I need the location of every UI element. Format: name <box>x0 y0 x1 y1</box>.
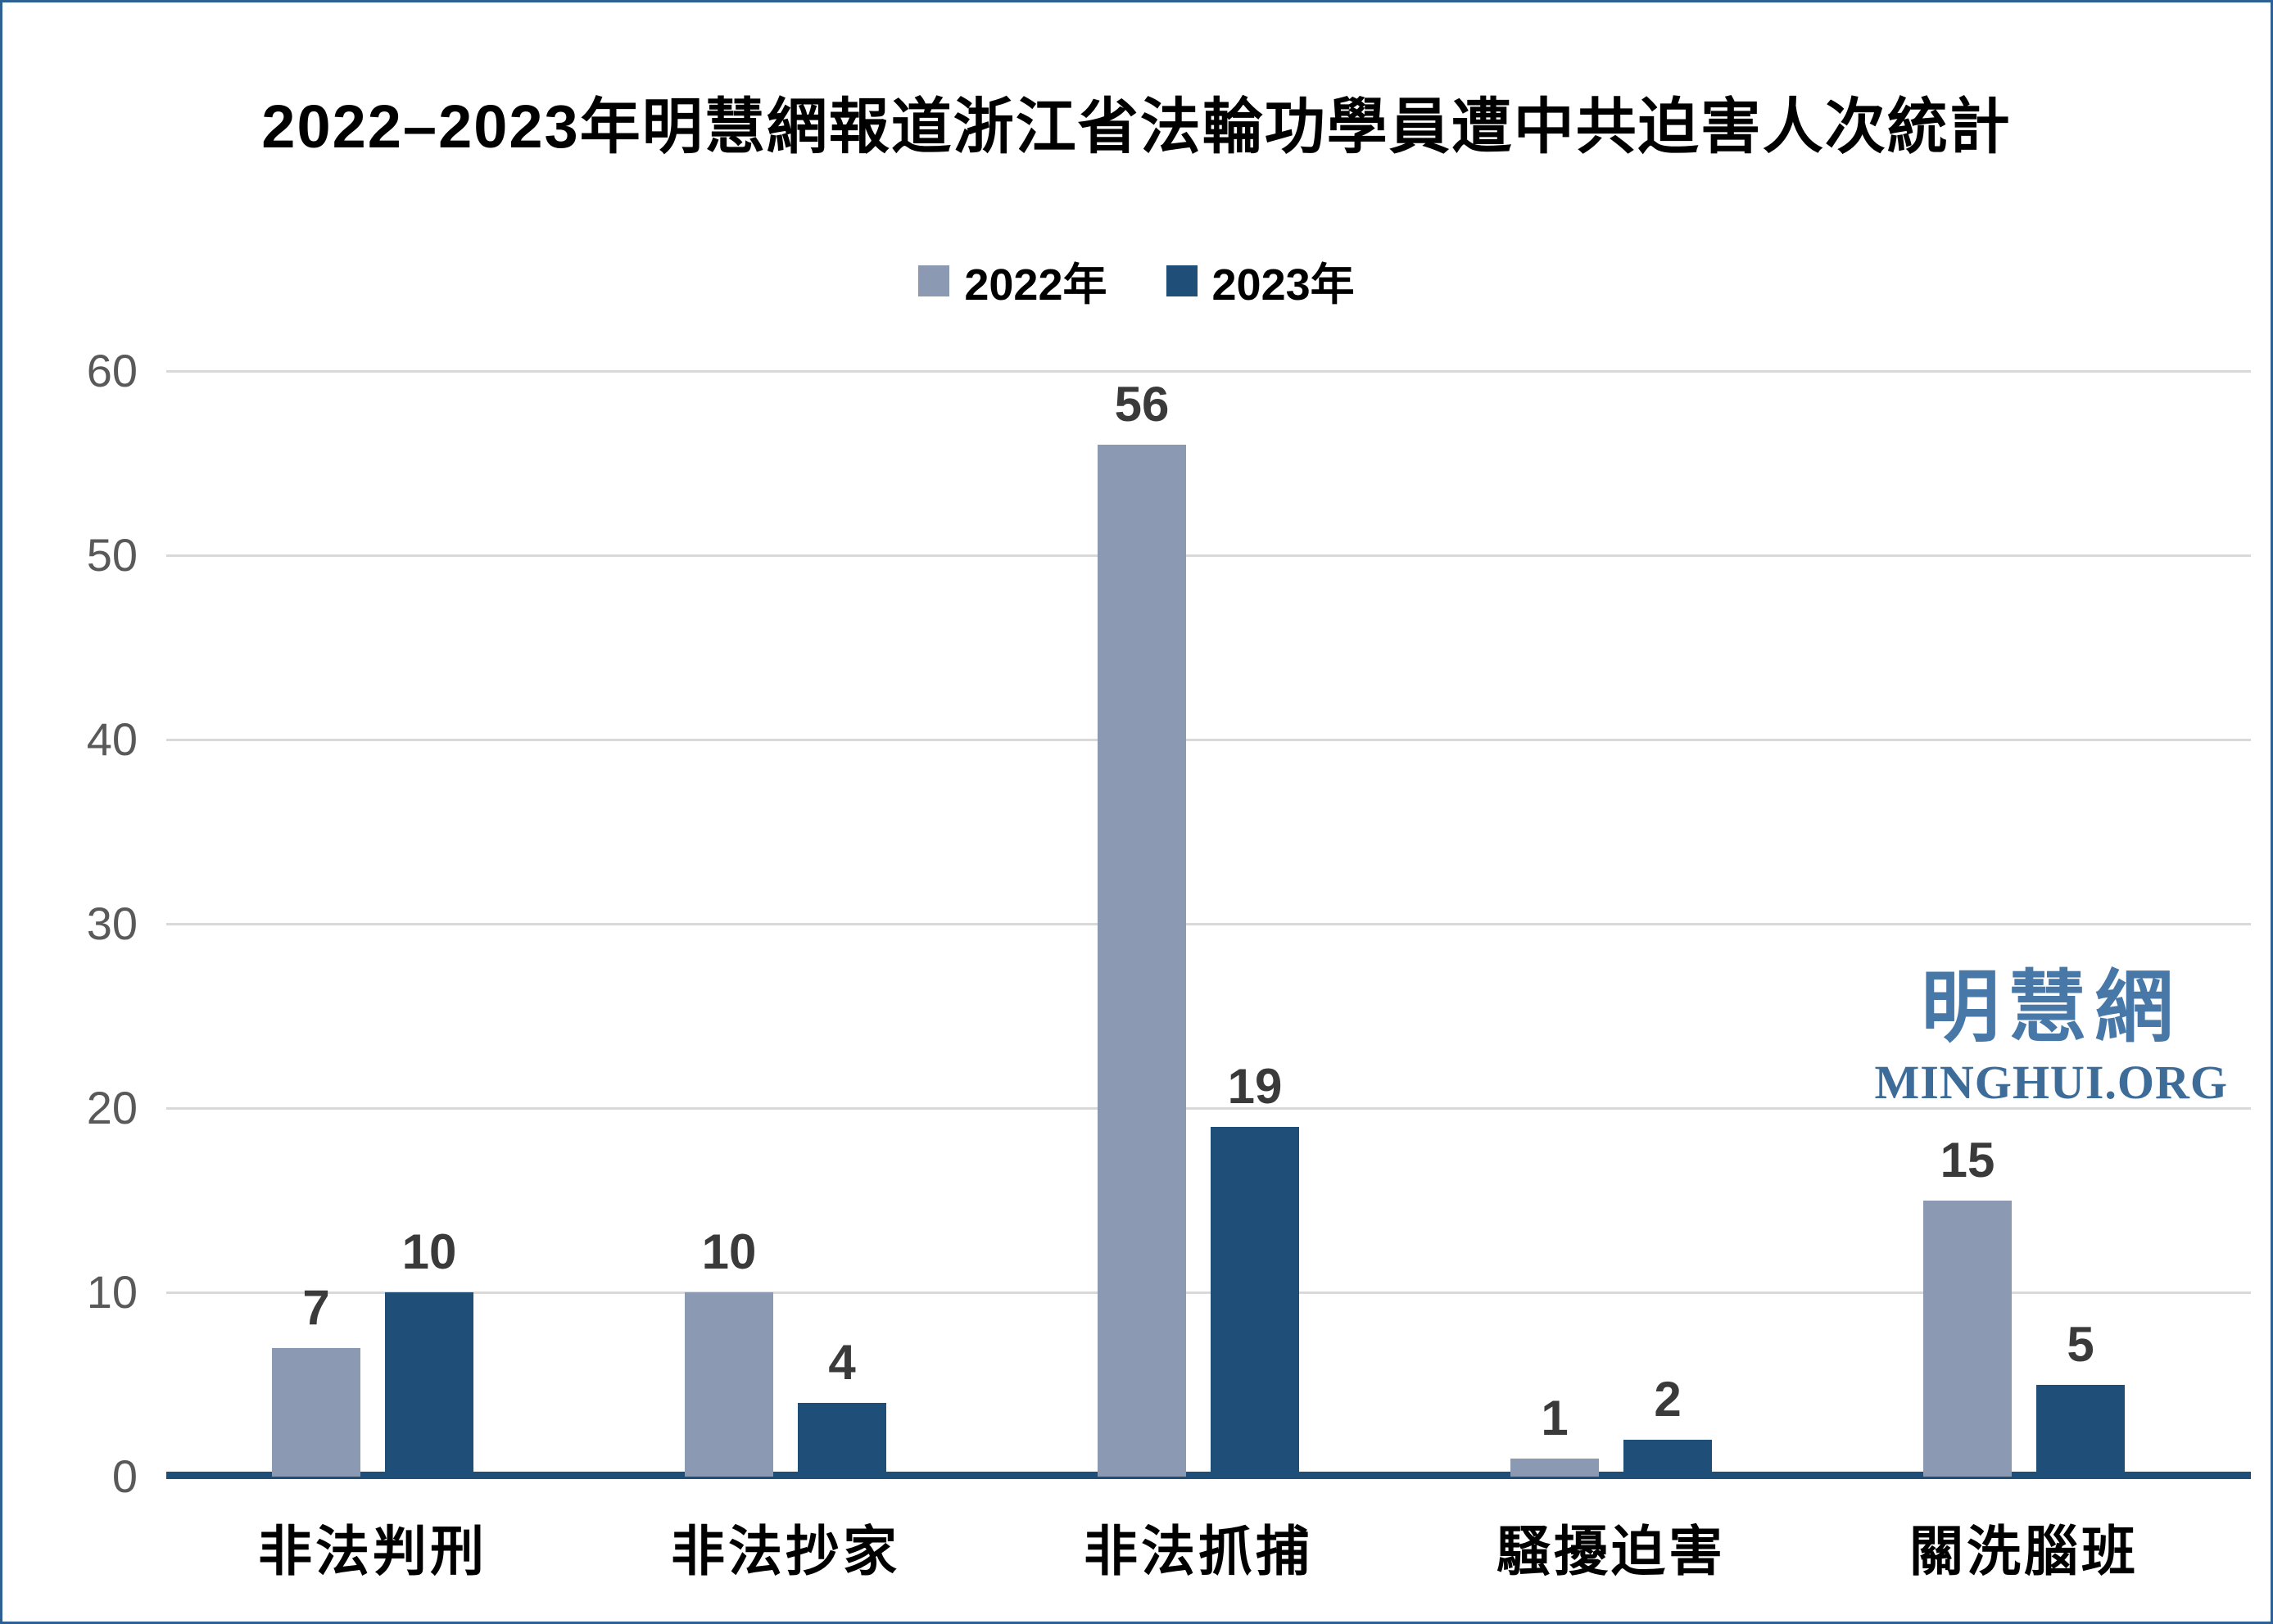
legend-swatch <box>918 265 950 296</box>
bar-2022年-非法判刑: 7 <box>272 1280 360 1477</box>
minghui-watermark: 明慧網 MINGHUI.ORG <box>1874 964 2229 1110</box>
bar-rect <box>1098 445 1186 1477</box>
legend-item-2022年: 2022年 <box>918 248 1107 313</box>
bar-value-label: 4 <box>828 1335 856 1390</box>
bar-value-label: 15 <box>1940 1132 1995 1187</box>
y-tick-label-60: 60 <box>86 345 138 396</box>
bar-rect <box>1211 1126 1299 1477</box>
bar-2022年-非法抓捕: 56 <box>1098 377 1186 1477</box>
category-label-非法抄家: 非法抄家 <box>671 1521 900 1581</box>
bar-2023年-關洗腦班: 5 <box>2036 1317 2125 1477</box>
legend-label: 2023年 <box>1211 260 1355 310</box>
bar-2022年-關洗腦班: 15 <box>1923 1133 2012 1477</box>
bar-value-label: 1 <box>1541 1390 1569 1445</box>
legend: 2022年 2023年 <box>2 248 2271 313</box>
bar-value-label: 7 <box>302 1279 330 1335</box>
chart-title: 2022–2023年明慧網報道浙江省法輪功學員遭中共迫害人次統計 <box>261 93 2012 161</box>
gridline-20 <box>166 1107 2251 1110</box>
bar-group-非法抄家: 10 4 <box>579 371 992 1477</box>
bar-2022年-騷擾迫害: 1 <box>1510 1391 1599 1477</box>
legend-label: 2022年 <box>964 260 1107 310</box>
watermark-cjk-text: 明慧網 <box>1921 964 2182 1052</box>
bar-value-label: 5 <box>2067 1316 2094 1372</box>
category-label-關洗腦班: 關洗腦班 <box>1909 1521 2139 1581</box>
bar-rect <box>272 1347 360 1477</box>
y-tick-label-30: 30 <box>86 898 138 949</box>
y-tick-label-50: 50 <box>86 529 138 581</box>
bar-rect <box>1923 1200 2012 1477</box>
category-label-騷擾迫害: 騷擾迫害 <box>1496 1521 1726 1581</box>
bar-rect <box>385 1292 473 1477</box>
bar-rect <box>798 1403 886 1477</box>
bar-value-label: 19 <box>1227 1058 1283 1114</box>
gridline-40 <box>166 739 2251 741</box>
bar-2023年-非法抄家: 4 <box>798 1335 886 1477</box>
bar-2023年-非法判刑: 10 <box>385 1224 473 1477</box>
y-tick-label-10: 10 <box>86 1266 138 1318</box>
bar-2023年-騷擾迫害: 2 <box>1623 1372 1712 1477</box>
bar-value-label: 10 <box>401 1224 457 1279</box>
bar-value-label: 2 <box>1654 1372 1682 1427</box>
y-tick-label-40: 40 <box>86 713 138 765</box>
bar-group-關洗腦班: 15 5 <box>1818 371 2230 1477</box>
bar-rect <box>1510 1458 1599 1477</box>
x-axis-category-labels: 非法判刑 非法抄家 非法抓捕 騷擾迫害 關洗腦班 <box>166 1508 2230 1586</box>
watermark-latin-text: MINGHUI.ORG <box>1874 1055 2228 1109</box>
legend-swatch <box>1166 265 1198 296</box>
gridline-30 <box>166 923 2251 925</box>
legend-item-2023年: 2023年 <box>1166 248 1355 313</box>
bar-rect <box>685 1292 773 1477</box>
category-label-非法抓捕: 非法抓捕 <box>1084 1521 1313 1581</box>
bar-value-label: 56 <box>1114 377 1170 432</box>
x-axis-line <box>166 1472 2251 1479</box>
gridline-10 <box>166 1292 2251 1294</box>
bar-group-非法抓捕: 56 19 <box>992 371 1405 1477</box>
bar-rect <box>1623 1440 1712 1477</box>
category-label-非法判刑: 非法判刑 <box>258 1521 487 1581</box>
bar-value-label: 10 <box>701 1224 757 1279</box>
bar-rect <box>2036 1384 2125 1477</box>
gridline-60 <box>166 370 2251 373</box>
bar-groups: 7 10 10 4 56 19 1 2 15 5 <box>166 371 2230 1477</box>
bar-group-非法判刑: 7 10 <box>166 371 579 1477</box>
y-tick-label-0: 0 <box>111 1450 138 1502</box>
gridline-50 <box>166 554 2251 557</box>
bar-2023年-非法抓捕: 19 <box>1211 1059 1299 1477</box>
y-tick-label-20: 20 <box>86 1082 138 1133</box>
bar-2022年-非法抄家: 10 <box>685 1224 773 1477</box>
